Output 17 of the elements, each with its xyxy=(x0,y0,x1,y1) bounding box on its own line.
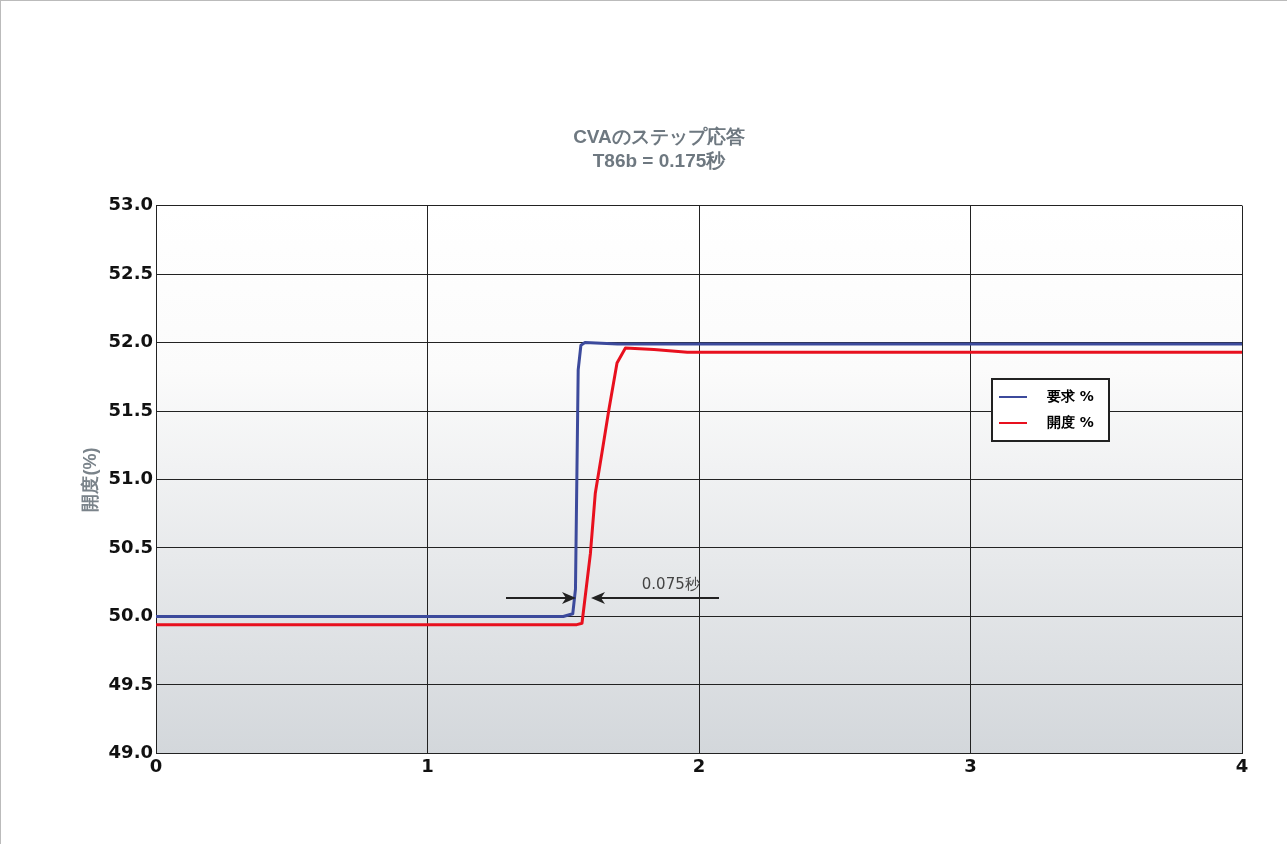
y-tick-label: 51.0 xyxy=(108,467,154,489)
legend-label: 開度 % xyxy=(1047,413,1094,432)
x-tick-label: 3 xyxy=(964,754,977,776)
y-tick-label: 52.5 xyxy=(108,261,154,283)
y-tick-label: 50.0 xyxy=(108,604,154,626)
y-tick-label: 49.5 xyxy=(108,672,154,694)
x-tick-label: 4 xyxy=(1235,754,1249,776)
y-tick-label: 52.0 xyxy=(108,330,154,352)
x-tick-label: 2 xyxy=(692,754,706,776)
chart-title: CVAのステップ応答 xyxy=(573,125,745,147)
x-tick-label: 1 xyxy=(421,754,434,776)
legend-label: 要求 % xyxy=(1047,387,1094,406)
chart-subtitle: T86b = 0.175秒 xyxy=(592,150,727,172)
y-tick-label: 53.0 xyxy=(108,193,154,215)
y-axis-title: 開度(%) xyxy=(79,447,100,512)
y-tick-label: 50.5 xyxy=(108,535,154,557)
y-tick-label: 51.5 xyxy=(108,398,154,420)
